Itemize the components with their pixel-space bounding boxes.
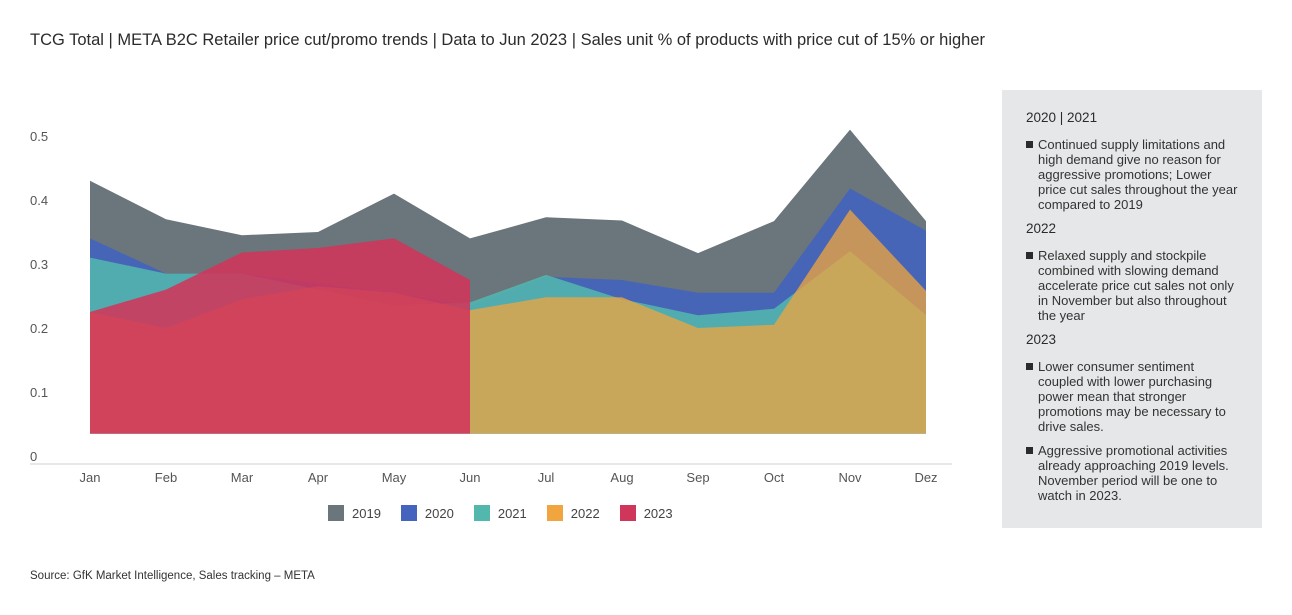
panel-section: 2020 | 2021 Continued supply limitations … — [1026, 110, 1240, 212]
legend-item-2020: 2020 — [400, 505, 454, 521]
legend-swatch — [546, 505, 563, 521]
legend-swatch — [619, 505, 636, 521]
area-series-2023 — [90, 238, 470, 434]
legend-swatch — [400, 505, 417, 521]
chart-title: TCG Total | META B2C Retailer price cut/… — [30, 31, 986, 49]
bullet-square-icon — [1026, 363, 1033, 370]
x-tick-label: Nov — [838, 470, 862, 485]
legend-item-2022: 2022 — [546, 505, 600, 521]
commentary-panel: 2020 | 2021 Continued supply limitations … — [1002, 90, 1262, 528]
x-tick-label: Mar — [231, 470, 254, 485]
bullet-square-icon — [1026, 447, 1033, 454]
panel-bullet: Lower consumer sentiment coupled with lo… — [1026, 359, 1240, 434]
y-tick-label: 0.3 — [30, 257, 48, 272]
panel-bullet-text: Continued supply limitations and high de… — [1038, 137, 1238, 212]
panel-heading: 2022 — [1026, 221, 1057, 236]
bullet-square-icon — [1026, 141, 1033, 148]
legend-item-2023: 2023 — [619, 505, 673, 521]
panel-bullet: Relaxed supply and stockpile combined wi… — [1026, 248, 1240, 323]
source-note: Source: GfK Market Intelligence, Sales t… — [30, 570, 315, 582]
x-tick-label: Jan — [80, 470, 101, 485]
x-tick-label: Dez — [914, 470, 937, 485]
x-tick-label: Oct — [764, 470, 785, 485]
panel-bullet: Continued supply limitations and high de… — [1026, 137, 1240, 212]
legend-label: 2020 — [424, 505, 454, 521]
legend-swatch — [328, 505, 344, 521]
panel-bullet-text: Lower consumer sentiment coupled with lo… — [1038, 359, 1226, 434]
x-tick-label: Feb — [155, 470, 177, 485]
y-tick-label: 0.4 — [30, 193, 48, 208]
area-chart: 0.5 0.4 0.3 0.2 0.1 0 Jan Feb Mar Apr May Jun Jul Aug… — [30, 129, 952, 485]
legend-label: 2019 — [352, 505, 381, 521]
panel-bullet: Aggressive promotional activities alread… — [1026, 443, 1240, 503]
panel-section: 2022 Relaxed supply and stockpile combine… — [1026, 221, 1240, 323]
x-tick-label: Jun — [460, 470, 481, 485]
y-tick-label: 0 — [30, 449, 37, 464]
legend-label: 2023 — [643, 505, 673, 521]
legend-swatch — [473, 505, 490, 521]
x-tick-label: May — [382, 470, 407, 485]
x-tick-label: Jul — [538, 470, 555, 485]
legend-item-2021: 2021 — [473, 505, 527, 521]
panel-bullet-text: Aggressive promotional activities alread… — [1038, 443, 1229, 503]
x-tick-label: Apr — [308, 470, 329, 485]
bullet-square-icon — [1026, 252, 1033, 259]
y-tick-label: 0.1 — [30, 385, 48, 400]
legend-item-2019: 2019 — [328, 505, 381, 521]
y-tick-label: 0.5 — [30, 129, 48, 144]
panel-heading: 2023 — [1026, 332, 1057, 347]
panel-bullet-text: Relaxed supply and stockpile combined wi… — [1038, 248, 1234, 323]
x-tick-label: Aug — [610, 470, 633, 485]
legend-label: 2021 — [497, 505, 527, 521]
y-tick-label: 0.2 — [30, 321, 48, 336]
x-tick-label: Sep — [686, 470, 709, 485]
chart-legend: 2019 2020 2021 2022 2023 — [328, 505, 693, 521]
panel-heading: 2020 | 2021 — [1026, 110, 1098, 125]
panel-section: 2023 Lower consumer sentiment coupled wit… — [1026, 332, 1240, 503]
legend-label: 2022 — [570, 505, 600, 521]
